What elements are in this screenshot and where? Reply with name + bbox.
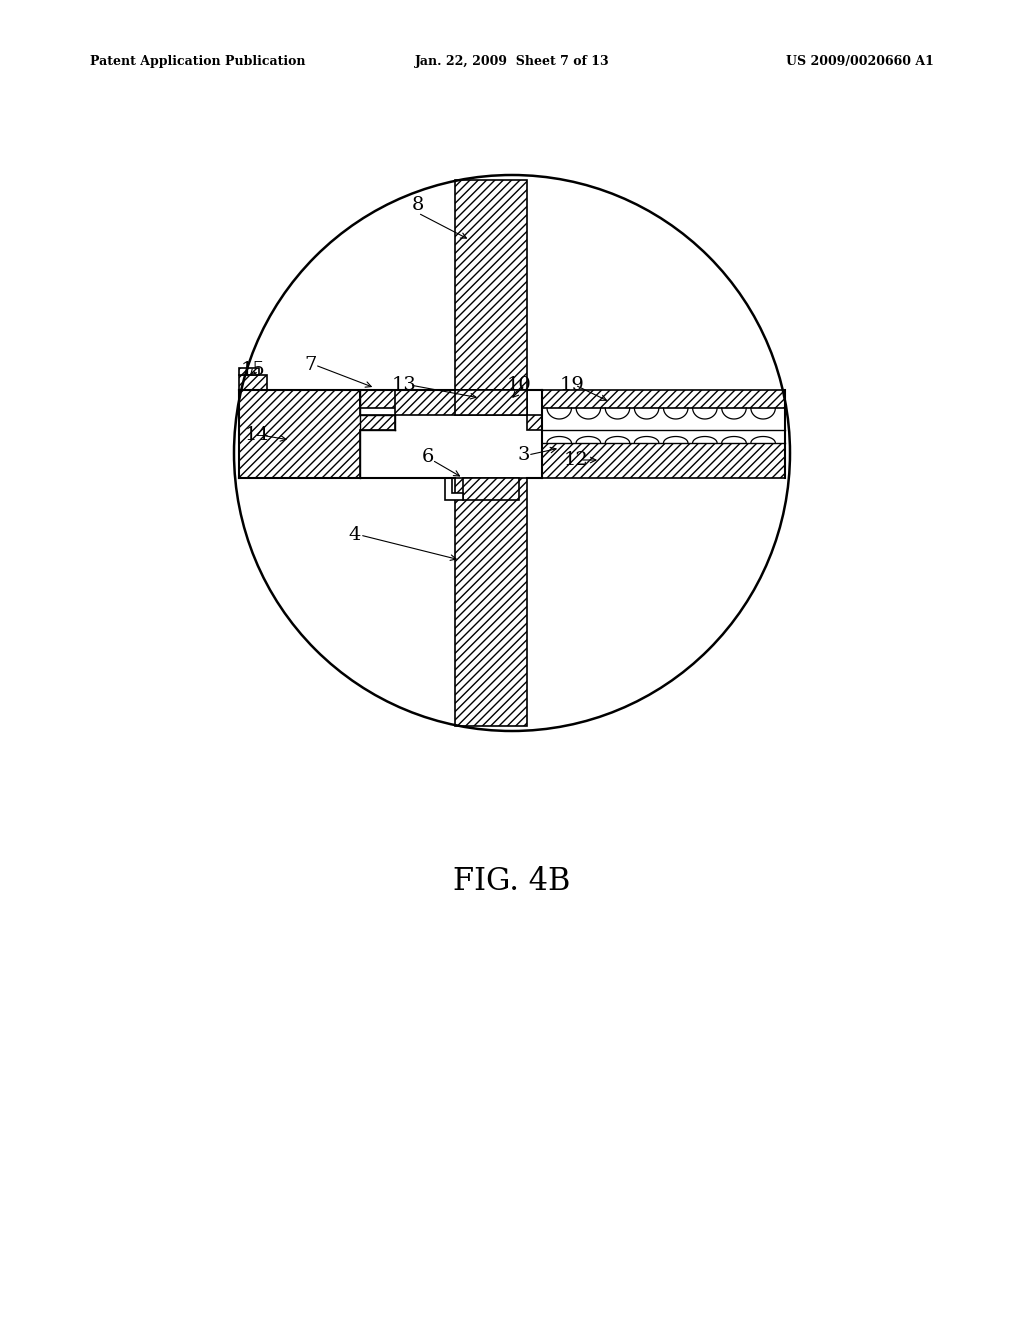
Text: 7: 7	[305, 356, 317, 374]
Text: 15: 15	[241, 360, 265, 379]
Polygon shape	[455, 389, 542, 430]
Bar	[239, 375, 267, 389]
Text: 19: 19	[559, 376, 585, 393]
Bar	[542, 430, 785, 444]
Polygon shape	[445, 478, 463, 500]
Text: Patent Application Publication: Patent Application Publication	[90, 55, 305, 69]
Text: Jan. 22, 2009  Sheet 7 of 13: Jan. 22, 2009 Sheet 7 of 13	[415, 55, 609, 69]
Text: 8: 8	[412, 195, 424, 214]
Bar	[542, 389, 785, 408]
Text: 4: 4	[349, 525, 361, 544]
Bar	[239, 368, 259, 375]
Text: 14: 14	[245, 426, 269, 444]
Bar	[360, 389, 410, 408]
Text: 10: 10	[507, 376, 531, 393]
Polygon shape	[239, 389, 395, 478]
Text: 12: 12	[563, 451, 589, 469]
Text: 13: 13	[391, 376, 417, 393]
Bar	[463, 478, 519, 500]
Text: FIG. 4B: FIG. 4B	[454, 866, 570, 898]
Bar	[542, 444, 785, 478]
Bar	[395, 389, 527, 414]
Text: 6: 6	[422, 447, 434, 466]
Text: 3: 3	[518, 446, 530, 465]
Bar	[455, 478, 527, 726]
Bar	[455, 180, 527, 389]
Text: US 2009/0020660 A1: US 2009/0020660 A1	[786, 55, 934, 69]
